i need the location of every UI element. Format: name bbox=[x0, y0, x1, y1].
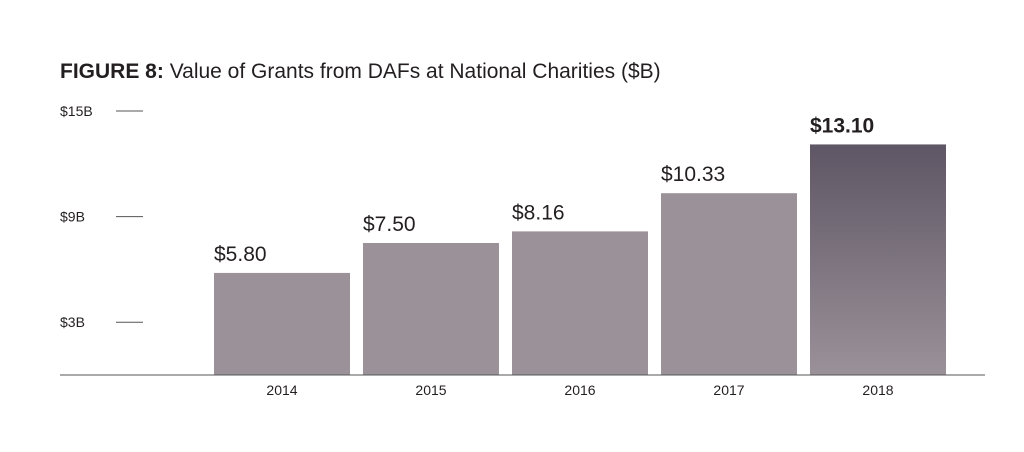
x-tick-label: 2014 bbox=[266, 382, 297, 398]
x-axis: 2014 2015 2016 2017 2018 bbox=[266, 382, 893, 398]
chart-title: FIGURE 8: Value of Grants from DAFs at N… bbox=[60, 60, 661, 84]
title-text: Value of Grants from DAFs at National Ch… bbox=[169, 60, 661, 83]
y-tick-label: $15B bbox=[60, 103, 93, 119]
x-tick-label: 2018 bbox=[862, 382, 893, 398]
y-tick-label: $9B bbox=[60, 209, 85, 225]
bar-2016 bbox=[512, 231, 648, 375]
bar-2015 bbox=[363, 243, 499, 375]
bars: $5.80 $7.50 $8.16 $10.33 $13.10 bbox=[214, 114, 946, 375]
bar-value-label: $7.50 bbox=[363, 213, 416, 236]
x-tick-label: 2015 bbox=[415, 382, 446, 398]
figure-number: FIGURE 8: bbox=[60, 60, 164, 83]
bar-2017 bbox=[661, 193, 797, 375]
bar-2014 bbox=[214, 272, 350, 375]
bar-value-label: $10.33 bbox=[661, 163, 725, 186]
bar-2018 bbox=[810, 144, 946, 375]
x-tick-label: 2016 bbox=[564, 382, 595, 398]
y-tick-label: $3B bbox=[60, 314, 85, 330]
bar-value-label: $13.10 bbox=[810, 114, 874, 137]
x-tick-label: 2017 bbox=[713, 382, 744, 398]
bar-value-label: $8.16 bbox=[512, 201, 565, 224]
y-axis: $3B $9B $15B bbox=[60, 103, 143, 330]
bar-value-label: $5.80 bbox=[214, 243, 267, 266]
